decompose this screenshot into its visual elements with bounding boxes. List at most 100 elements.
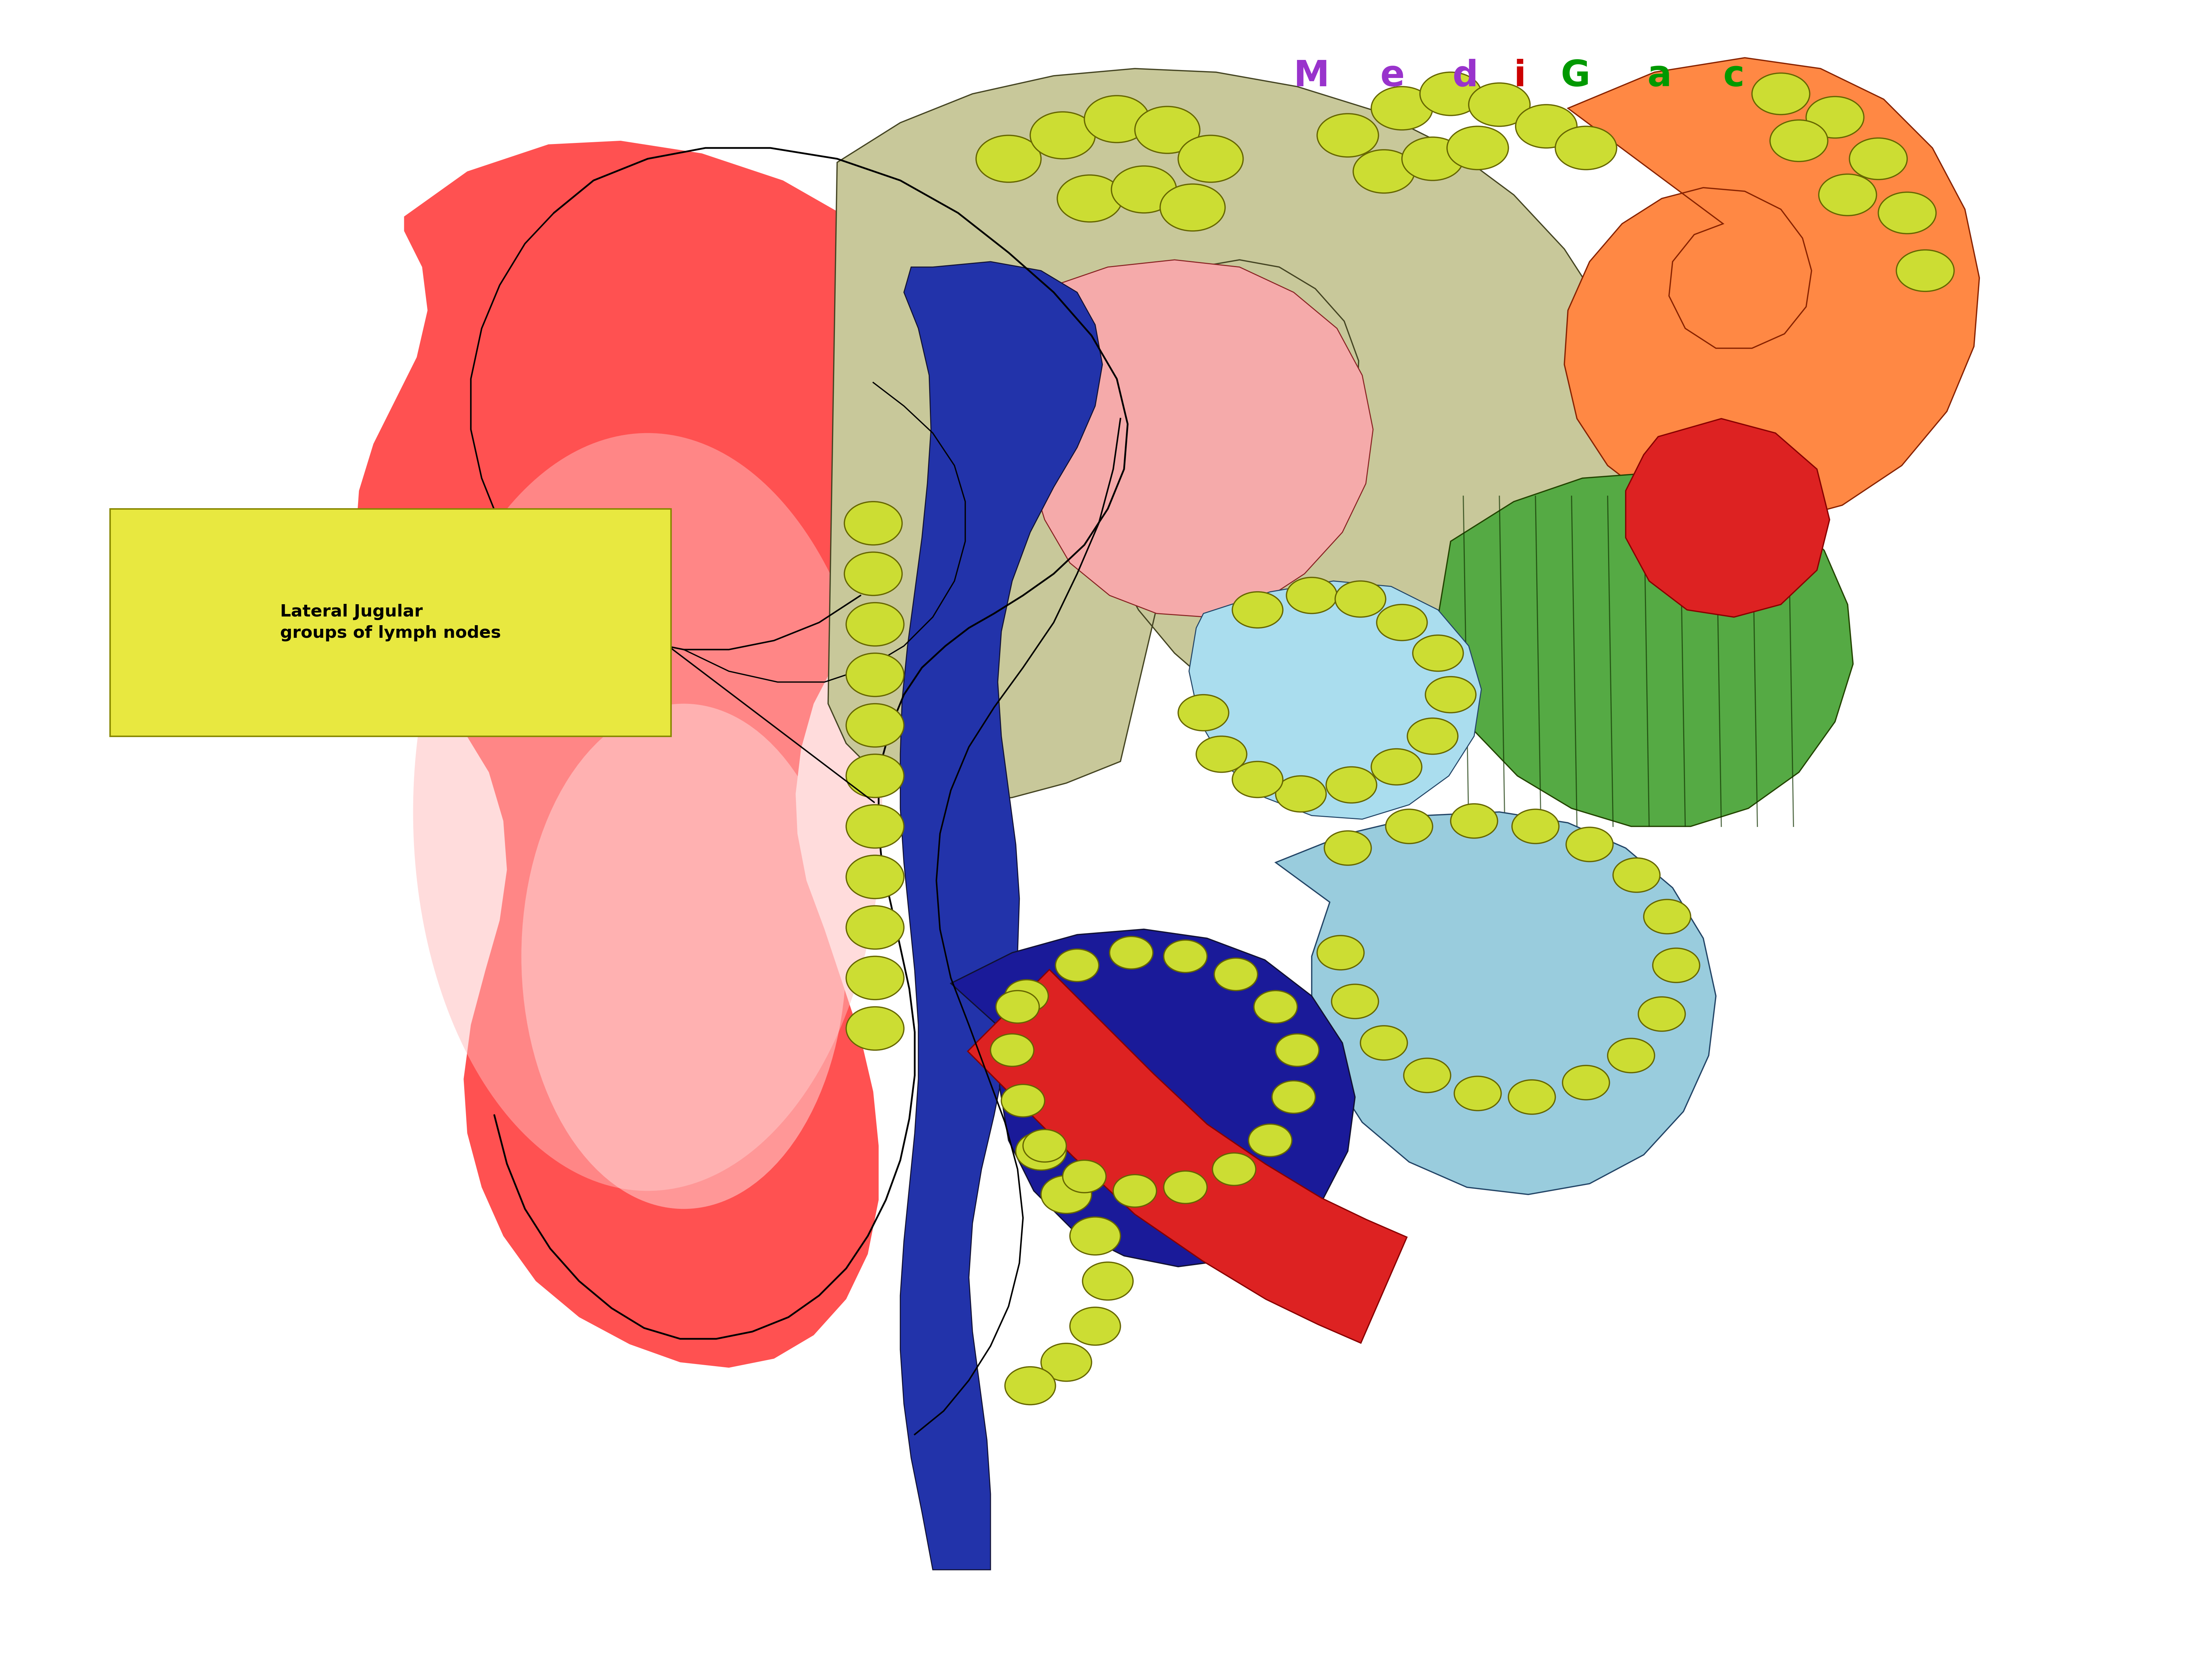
- Ellipse shape: [847, 603, 905, 646]
- Polygon shape: [356, 141, 940, 1368]
- Ellipse shape: [1276, 1034, 1318, 1066]
- Ellipse shape: [1509, 1081, 1555, 1114]
- Ellipse shape: [522, 704, 847, 1208]
- Ellipse shape: [847, 754, 905, 797]
- Ellipse shape: [1004, 1366, 1055, 1404]
- Ellipse shape: [1031, 111, 1095, 159]
- Ellipse shape: [1055, 950, 1099, 981]
- Ellipse shape: [1807, 96, 1865, 138]
- Text: M: M: [1294, 58, 1329, 95]
- Ellipse shape: [1878, 193, 1936, 234]
- Polygon shape: [1438, 473, 1854, 827]
- Ellipse shape: [1316, 113, 1378, 158]
- Ellipse shape: [1276, 775, 1327, 812]
- Text: Lateral Jugular
groups of lymph nodes: Lateral Jugular groups of lymph nodes: [281, 604, 500, 641]
- Ellipse shape: [1469, 83, 1531, 126]
- Polygon shape: [900, 262, 1102, 1570]
- Ellipse shape: [975, 136, 1042, 183]
- Text: a: a: [1648, 58, 1672, 95]
- Ellipse shape: [1354, 149, 1413, 193]
- Ellipse shape: [1232, 593, 1283, 627]
- Ellipse shape: [845, 501, 902, 544]
- Ellipse shape: [1110, 166, 1177, 212]
- Ellipse shape: [847, 704, 905, 747]
- Ellipse shape: [1371, 749, 1422, 785]
- Ellipse shape: [847, 805, 905, 848]
- Ellipse shape: [1327, 767, 1376, 803]
- Polygon shape: [1031, 261, 1374, 618]
- Ellipse shape: [1135, 106, 1199, 153]
- Ellipse shape: [1451, 803, 1498, 838]
- Ellipse shape: [1447, 126, 1509, 169]
- Ellipse shape: [995, 991, 1040, 1023]
- Ellipse shape: [1015, 1132, 1066, 1170]
- Text: e: e: [1380, 58, 1405, 95]
- Ellipse shape: [1110, 936, 1152, 969]
- Ellipse shape: [1084, 96, 1150, 143]
- Ellipse shape: [1849, 138, 1907, 179]
- Ellipse shape: [1022, 1129, 1066, 1162]
- Ellipse shape: [1360, 1026, 1407, 1061]
- Ellipse shape: [1057, 174, 1121, 222]
- Text: i: i: [1513, 58, 1526, 95]
- Ellipse shape: [845, 553, 902, 596]
- Ellipse shape: [1164, 940, 1208, 973]
- Ellipse shape: [1752, 73, 1809, 115]
- Ellipse shape: [1513, 808, 1559, 843]
- Ellipse shape: [847, 652, 905, 697]
- Ellipse shape: [1159, 184, 1225, 231]
- Polygon shape: [1190, 581, 1482, 818]
- Ellipse shape: [1082, 1262, 1133, 1300]
- Ellipse shape: [1770, 120, 1827, 161]
- Ellipse shape: [1164, 1170, 1208, 1203]
- Ellipse shape: [1336, 581, 1385, 618]
- Ellipse shape: [1062, 1160, 1106, 1192]
- Polygon shape: [967, 969, 1407, 1343]
- Text: G: G: [1562, 58, 1590, 95]
- Ellipse shape: [1212, 1154, 1256, 1185]
- Ellipse shape: [1042, 1175, 1091, 1213]
- Ellipse shape: [1402, 138, 1464, 181]
- Ellipse shape: [1818, 174, 1876, 216]
- Ellipse shape: [1420, 71, 1482, 116]
- Ellipse shape: [1332, 984, 1378, 1019]
- Ellipse shape: [1413, 636, 1464, 671]
- Ellipse shape: [1407, 719, 1458, 754]
- Polygon shape: [951, 930, 1356, 1267]
- Ellipse shape: [1248, 1124, 1292, 1157]
- Ellipse shape: [1287, 578, 1336, 614]
- Ellipse shape: [1896, 251, 1953, 292]
- Polygon shape: [1564, 58, 1980, 523]
- Ellipse shape: [1385, 808, 1433, 843]
- Ellipse shape: [1179, 694, 1228, 730]
- Ellipse shape: [1214, 958, 1259, 991]
- Ellipse shape: [847, 855, 905, 898]
- Ellipse shape: [1042, 1343, 1091, 1381]
- Ellipse shape: [991, 1034, 1033, 1066]
- Ellipse shape: [1002, 1084, 1044, 1117]
- Ellipse shape: [1316, 936, 1365, 969]
- FancyBboxPatch shape: [111, 510, 670, 735]
- Text: c: c: [1723, 58, 1745, 95]
- Ellipse shape: [1425, 677, 1475, 712]
- Ellipse shape: [847, 1008, 905, 1051]
- Ellipse shape: [1405, 1059, 1451, 1092]
- Ellipse shape: [1325, 832, 1371, 865]
- Ellipse shape: [1071, 1217, 1121, 1255]
- Ellipse shape: [1566, 827, 1613, 862]
- Polygon shape: [1276, 812, 1717, 1195]
- Ellipse shape: [1232, 762, 1283, 797]
- Text: d: d: [1453, 58, 1478, 95]
- Ellipse shape: [1453, 1076, 1502, 1111]
- Ellipse shape: [1555, 126, 1617, 169]
- Ellipse shape: [1272, 1081, 1316, 1114]
- Ellipse shape: [1652, 948, 1699, 983]
- Ellipse shape: [1644, 900, 1690, 933]
- Ellipse shape: [1197, 735, 1248, 772]
- Ellipse shape: [1562, 1066, 1610, 1101]
- Polygon shape: [827, 68, 1639, 803]
- Ellipse shape: [1113, 1175, 1157, 1207]
- Ellipse shape: [1004, 979, 1048, 1013]
- Ellipse shape: [1376, 604, 1427, 641]
- Ellipse shape: [1639, 998, 1686, 1031]
